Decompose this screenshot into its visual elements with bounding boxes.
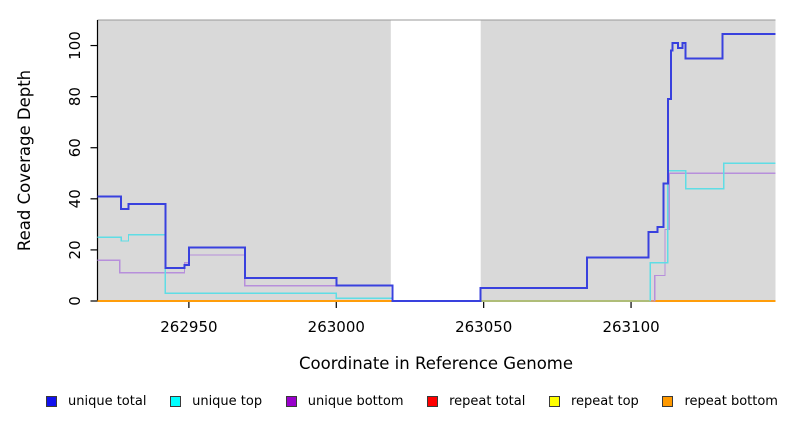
y-tick-label: 80 <box>66 87 84 106</box>
legend-swatch-unique-bottom <box>285 396 297 407</box>
legend-swatch-repeat-total <box>427 396 439 407</box>
legend-label-repeat-top: repeat top <box>571 394 639 409</box>
legend-label-repeat-total: repeat total <box>449 394 526 409</box>
x-tick-label: 263000 <box>308 318 365 336</box>
legend-item-repeat-total: repeat total <box>427 394 525 409</box>
y-tick-label: 0 <box>66 296 84 306</box>
legend: unique total unique top unique bottom repea… <box>0 394 792 409</box>
legend-swatch-repeat-top <box>549 396 560 407</box>
coverage-plot: 0 20 40 60 80 100 262950 263000 263050 263100 Rea… <box>15 19 776 373</box>
x-axis-title: Coordinate in Reference Genome <box>299 354 573 373</box>
y-tick-label: 20 <box>66 240 84 259</box>
x-tick-label: 263050 <box>455 318 512 336</box>
legend-label-repeat-bottom: repeat bottom <box>684 394 778 409</box>
legend-item-unique-bottom: unique bottom <box>285 394 404 409</box>
legend-label-unique-bottom: unique bottom <box>307 394 404 409</box>
legend-swatch-repeat-bottom <box>662 396 674 407</box>
legend-swatch-unique-top <box>170 396 182 407</box>
legend-label-unique-total: unique total <box>68 394 147 409</box>
legend-item-repeat-top: repeat top <box>549 394 639 409</box>
legend-item-unique-total: unique total <box>46 394 146 409</box>
legend-item-repeat-bottom: repeat bottom <box>662 394 778 409</box>
y-tick-label: 60 <box>66 138 84 157</box>
y-tick-label: 100 <box>66 31 84 60</box>
legend-item-unique-top: unique top <box>170 394 262 409</box>
x-tick-label: 262950 <box>160 318 217 336</box>
coverage-gap-band <box>390 20 481 301</box>
y-axis-title: Read Coverage Depth <box>15 70 34 251</box>
plot-area: 0 20 40 60 80 100 262950 263000 263050 263100 <box>66 19 776 336</box>
y-tick-label: 40 <box>66 189 84 208</box>
legend-label-unique-top: unique top <box>192 394 263 409</box>
x-tick-label: 263100 <box>602 318 659 336</box>
series-line-unique-total <box>97 33 776 302</box>
legend-swatch-unique-total <box>46 396 57 407</box>
